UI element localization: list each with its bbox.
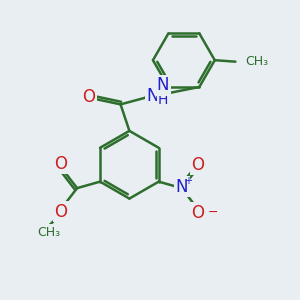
Text: O: O xyxy=(191,156,204,174)
Text: O: O xyxy=(54,203,68,221)
Text: +: + xyxy=(184,176,192,186)
Text: N: N xyxy=(157,76,169,94)
Text: CH₃: CH₃ xyxy=(38,226,61,238)
Text: H: H xyxy=(158,93,168,107)
Text: CH₃: CH₃ xyxy=(245,55,268,68)
Text: O: O xyxy=(54,155,68,173)
Text: −: − xyxy=(208,206,218,219)
Text: N: N xyxy=(146,87,159,105)
Text: O: O xyxy=(191,204,204,222)
Text: O: O xyxy=(82,88,95,106)
Text: N: N xyxy=(176,178,188,196)
